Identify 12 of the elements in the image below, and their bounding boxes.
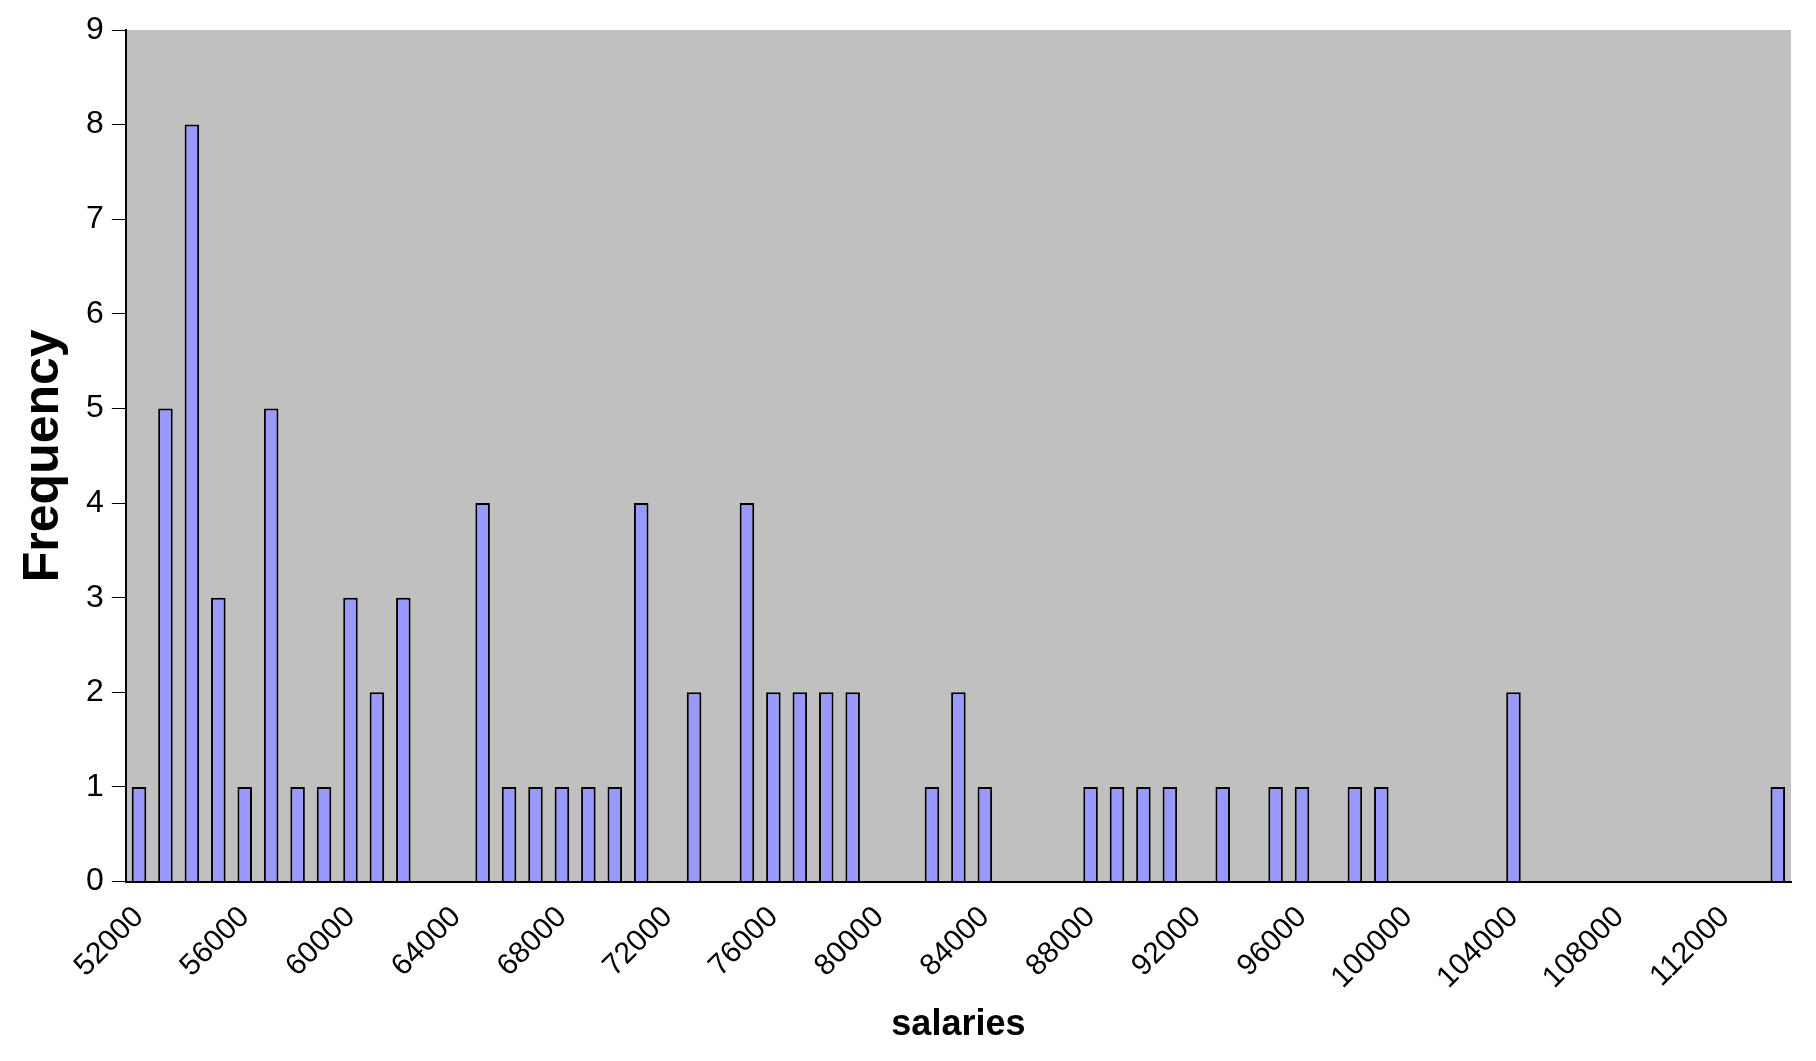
y-axis-title: Frequency bbox=[12, 329, 69, 583]
y-tick-label: 5 bbox=[86, 388, 104, 425]
y-tick-label: 1 bbox=[86, 766, 104, 803]
y-tick-label: 0 bbox=[86, 861, 104, 898]
y-tick-label: 8 bbox=[86, 104, 104, 141]
y-tick-label: 6 bbox=[86, 293, 104, 330]
y-tick-label: 4 bbox=[86, 482, 104, 519]
x-axis-title: salaries bbox=[891, 1002, 1026, 1044]
y-tick-label: 3 bbox=[86, 577, 104, 614]
y-tick-label: 7 bbox=[86, 199, 104, 236]
y-tick-label: 2 bbox=[86, 672, 104, 709]
y-tick-label: 9 bbox=[86, 9, 104, 46]
